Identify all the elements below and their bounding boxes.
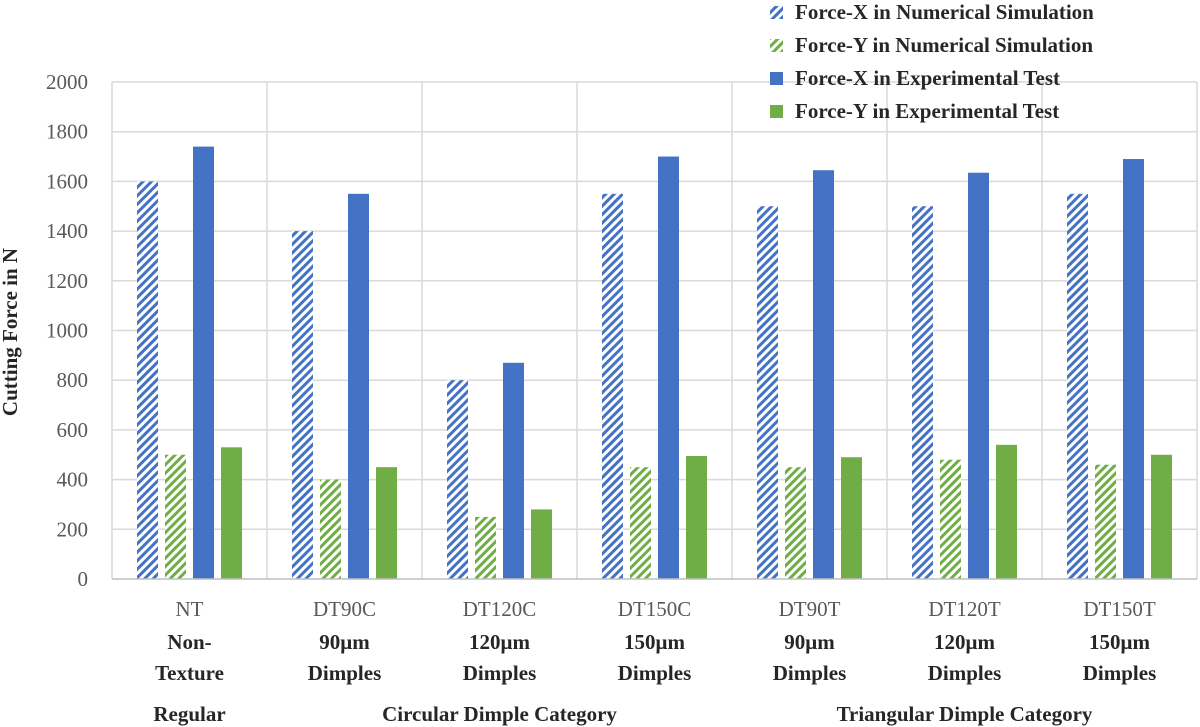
legend-swatch	[770, 6, 783, 19]
category-sublabel: Dimples	[618, 661, 692, 685]
legend-label: Force-X in Experimental Test	[795, 66, 1060, 90]
x-tick-label: DT90C	[313, 597, 376, 621]
legend-label: Force-Y in Numerical Simulation	[795, 33, 1093, 57]
bar-dt150c-series-3	[658, 156, 679, 580]
x-tick-label: NT	[176, 597, 204, 621]
bar-dt150t-series-2	[1095, 464, 1116, 579]
category-sublabel: Dimples	[1083, 661, 1157, 685]
category-sublabel: 90μm	[319, 630, 370, 654]
bar-dt90c-series-1	[292, 231, 313, 579]
bar-dt120t-series-3	[968, 172, 989, 579]
category-sublabel: Non-	[167, 630, 211, 654]
bar-dt150c-series-2	[630, 467, 651, 579]
bar-dt90c-series-4	[376, 467, 397, 579]
bar-dt120c-series-3	[503, 362, 524, 579]
x-tick-label: DT120C	[463, 597, 537, 621]
y-tick-label: 1000	[46, 319, 88, 343]
bar-dt90c-series-3	[348, 193, 369, 579]
bar-dt120c-series-4	[531, 509, 552, 579]
bar-nt-series-3	[193, 146, 214, 580]
legend-label: Force-X in Numerical Simulation	[795, 0, 1094, 24]
legend-label: Force-Y in Experimental Test	[795, 99, 1059, 123]
bar-dt90t-series-4	[841, 457, 862, 579]
x-tick-label: DT90T	[779, 597, 841, 621]
legend-swatch	[770, 105, 783, 118]
y-tick-label: 1800	[46, 120, 88, 144]
category-sublabel: 150μm	[624, 630, 685, 654]
legend: Force-X in Numerical Simulation Force-Y i…	[770, 0, 1094, 123]
category-sublabel: Dimples	[928, 661, 1002, 685]
bar-dt120c-series-2	[475, 516, 496, 579]
bar-dt150t-series-4	[1151, 454, 1172, 579]
bar-dt150c-series-4	[686, 455, 707, 579]
bar-dt120c-series-1	[447, 380, 468, 579]
y-tick-label: 2000	[46, 70, 88, 94]
x-tick-label: DT150T	[1083, 597, 1155, 621]
y-tick-label: 0	[78, 567, 89, 591]
legend-swatch	[770, 72, 783, 85]
category-sublabel: 120μm	[934, 630, 995, 654]
x-tick-label: DT120T	[928, 597, 1000, 621]
y-tick-label: 1400	[46, 219, 88, 243]
category-sublabel: Dimples	[308, 661, 382, 685]
bar-dt120t-series-4	[996, 444, 1017, 579]
y-axis-label: Cutting Force in N	[0, 248, 22, 416]
category-sublabel: Dimples	[773, 661, 847, 685]
gridlines	[111, 81, 1198, 579]
category-sublabel: Dimples	[463, 661, 537, 685]
bar-dt90c-series-2	[320, 479, 341, 579]
bar-dt120t-series-2	[940, 459, 961, 579]
bar-dt150c-series-1	[602, 193, 623, 579]
bar-nt-series-2	[165, 454, 186, 579]
group-label: Triangular Dimple Category	[837, 702, 1093, 726]
bar-dt120t-series-1	[912, 206, 933, 579]
category-sublabel: 150μm	[1089, 630, 1150, 654]
category-sublabel: 90μm	[784, 630, 835, 654]
category-sublabel: 120μm	[469, 630, 530, 654]
bar-nt-series-1	[137, 181, 158, 579]
bar-dt90t-series-2	[785, 467, 806, 579]
group-label: Circular Dimple Category	[382, 702, 617, 726]
axes: 0 200 400 600 800 1000 1200 1400 1600 1800 2000 NT N…	[46, 70, 1197, 726]
bar-dt150t-series-1	[1067, 193, 1088, 579]
x-tick-label: DT150C	[618, 597, 692, 621]
y-tick-label: 200	[57, 517, 89, 541]
bars	[137, 146, 1172, 580]
y-tick-label: 1200	[46, 269, 88, 293]
y-tick-label: 600	[57, 418, 89, 442]
bar-dt90t-series-1	[757, 206, 778, 579]
bar-nt-series-4	[221, 447, 242, 579]
group-label: Regular	[153, 702, 225, 726]
bar-dt90t-series-3	[813, 170, 834, 579]
category-sublabel: Texture	[155, 661, 224, 685]
y-tick-label: 800	[57, 368, 89, 392]
y-tick-label: 1600	[46, 169, 88, 193]
bar-dt150t-series-3	[1123, 159, 1144, 579]
y-tick-label: 400	[57, 468, 89, 492]
legend-swatch	[770, 39, 783, 52]
